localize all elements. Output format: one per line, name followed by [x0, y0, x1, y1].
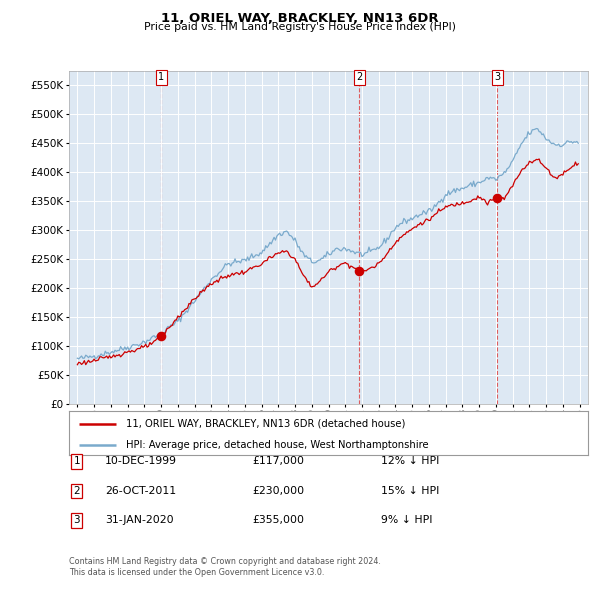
- Point: [156, 332, 166, 341]
- Text: 26-OCT-2011: 26-OCT-2011: [105, 486, 176, 496]
- Text: 2: 2: [73, 486, 80, 496]
- Text: Price paid vs. HM Land Registry's House Price Index (HPI): Price paid vs. HM Land Registry's House …: [144, 22, 456, 32]
- Text: 1: 1: [158, 73, 164, 83]
- Text: 12% ↓ HPI: 12% ↓ HPI: [381, 457, 439, 466]
- Text: 11, ORIEL WAY, BRACKLEY, NN13 6DR: 11, ORIEL WAY, BRACKLEY, NN13 6DR: [161, 12, 439, 25]
- Text: This data is licensed under the Open Government Licence v3.0.: This data is licensed under the Open Gov…: [69, 568, 325, 577]
- Text: 11, ORIEL WAY, BRACKLEY, NN13 6DR (detached house): 11, ORIEL WAY, BRACKLEY, NN13 6DR (detac…: [126, 419, 406, 428]
- Text: 10-DEC-1999: 10-DEC-1999: [105, 457, 177, 466]
- Text: £355,000: £355,000: [252, 516, 304, 525]
- Text: Contains HM Land Registry data © Crown copyright and database right 2024.: Contains HM Land Registry data © Crown c…: [69, 558, 381, 566]
- Point: [493, 194, 502, 203]
- Text: 9% ↓ HPI: 9% ↓ HPI: [381, 516, 433, 525]
- Text: 3: 3: [494, 73, 500, 83]
- Text: HPI: Average price, detached house, West Northamptonshire: HPI: Average price, detached house, West…: [126, 440, 429, 450]
- Text: £230,000: £230,000: [252, 486, 304, 496]
- Point: [355, 266, 364, 276]
- Text: 2: 2: [356, 73, 362, 83]
- Text: 31-JAN-2020: 31-JAN-2020: [105, 516, 173, 525]
- Text: £117,000: £117,000: [252, 457, 304, 466]
- Text: 1: 1: [73, 457, 80, 466]
- Text: 15% ↓ HPI: 15% ↓ HPI: [381, 486, 439, 496]
- Text: 3: 3: [73, 516, 80, 525]
